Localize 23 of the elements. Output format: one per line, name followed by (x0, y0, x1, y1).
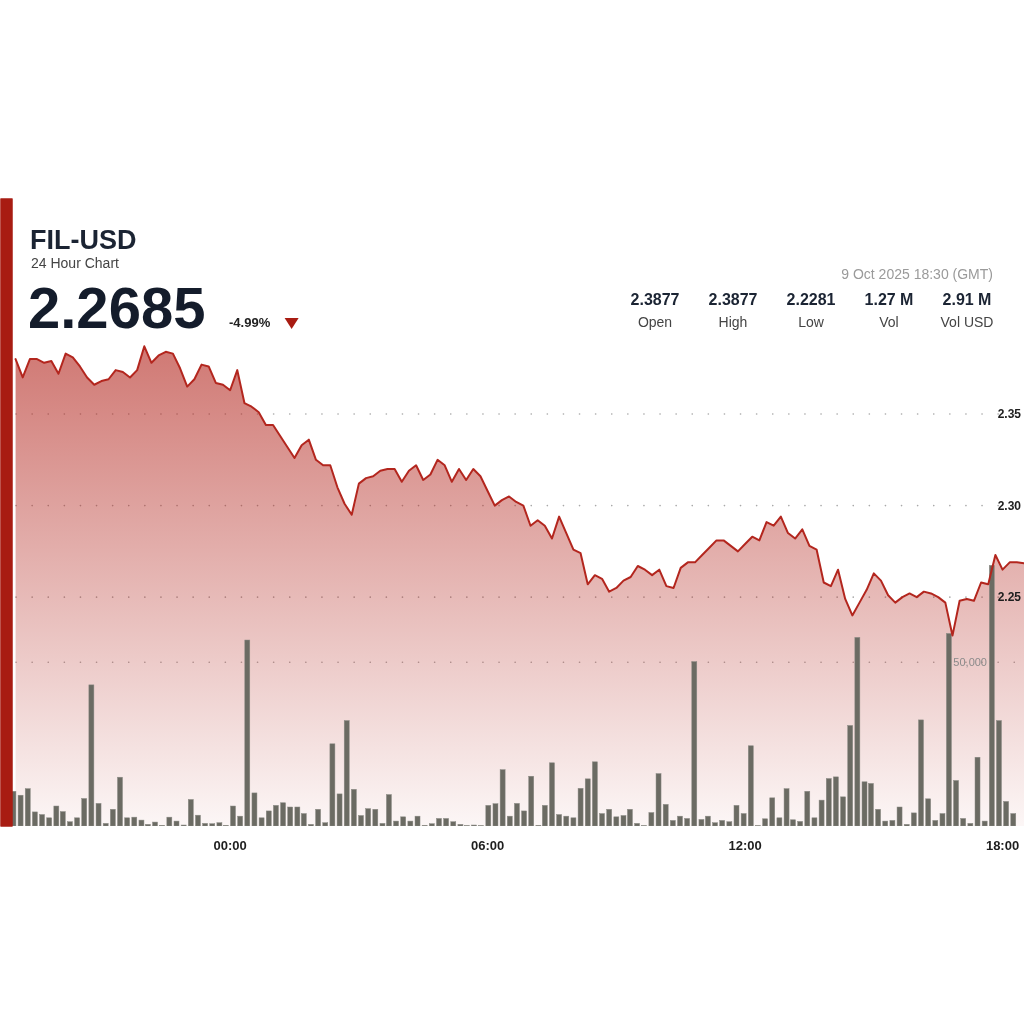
y2-tick-label: 50,000 (953, 656, 987, 669)
x-tick-label: 00:00 (213, 838, 247, 853)
annotation: 2.3877 (630, 291, 680, 308)
annotation: 2.91 M (942, 291, 992, 308)
annotation: 2.2281 (786, 291, 836, 308)
x-tick-label: 06:00 (470, 838, 505, 853)
annotation: Open (637, 314, 673, 330)
x-tick-label: 18:00 (985, 838, 1020, 853)
annotation: 2.2685 (28, 275, 206, 340)
annotation: High (718, 314, 748, 330)
x-tick-label: 12:00 (728, 838, 762, 853)
annotation: -4.99% (229, 315, 271, 330)
y-tick-label: 2.25 (997, 590, 1022, 605)
annotation: Low (798, 314, 825, 330)
annotation: Vol USD (940, 314, 994, 330)
annotation: 2.3877 (708, 291, 758, 308)
y-tick-label: 2.30 (997, 498, 1022, 513)
annotation: Vol (879, 314, 899, 330)
annotation: 1.27 M (864, 291, 914, 308)
text: FIL-USD (30, 225, 137, 255)
text: 24 Hour Chart (31, 255, 120, 271)
annotation: 9 Oct 2025 18:30 (GMT) (841, 266, 993, 282)
y-tick-label: 2.35 (997, 407, 1022, 422)
